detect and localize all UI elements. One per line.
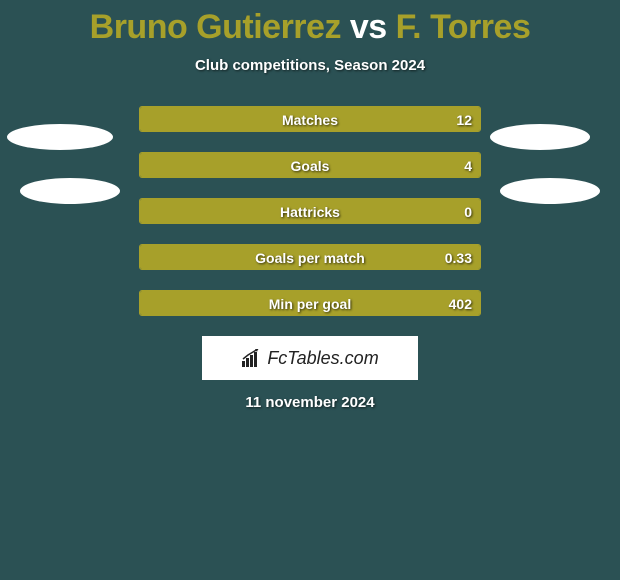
brand-badge: FcTables.com — [202, 336, 418, 380]
brand-text: FcTables.com — [267, 348, 378, 369]
decorative-ellipse — [7, 124, 113, 150]
stat-label: Hattricks — [140, 199, 480, 224]
brand-chart-icon — [241, 349, 263, 367]
decorative-ellipse — [20, 178, 120, 204]
vs-text: vs — [341, 8, 396, 46]
stat-label: Goals per match — [140, 245, 480, 270]
stat-row: Goals4 — [139, 152, 481, 178]
decorative-ellipse — [500, 178, 600, 204]
player2-name: F. Torres — [396, 8, 531, 46]
stat-row: Matches12 — [139, 106, 481, 132]
stat-row: Min per goal402 — [139, 290, 481, 316]
player1-name: Bruno Gutierrez — [90, 8, 341, 46]
date-text: 11 november 2024 — [0, 394, 620, 411]
stat-value: 12 — [456, 107, 472, 132]
stat-row: Goals per match0.33 — [139, 244, 481, 270]
stat-value: 0 — [464, 199, 472, 224]
stat-row: Hattricks0 — [139, 198, 481, 224]
stat-value: 402 — [449, 291, 472, 316]
subtitle: Club competitions, Season 2024 — [0, 57, 620, 74]
decorative-ellipse — [490, 124, 590, 150]
stat-label: Min per goal — [140, 291, 480, 316]
stats-container: Matches12 Goals4 Hattricks0 Goals per match… — [139, 106, 481, 316]
stat-value: 0.33 — [445, 245, 472, 270]
stat-label: Goals — [140, 153, 480, 178]
page-title: Bruno Gutierrez vs F. Torres — [0, 0, 620, 47]
stat-label: Matches — [140, 107, 480, 132]
stat-value: 4 — [464, 153, 472, 178]
